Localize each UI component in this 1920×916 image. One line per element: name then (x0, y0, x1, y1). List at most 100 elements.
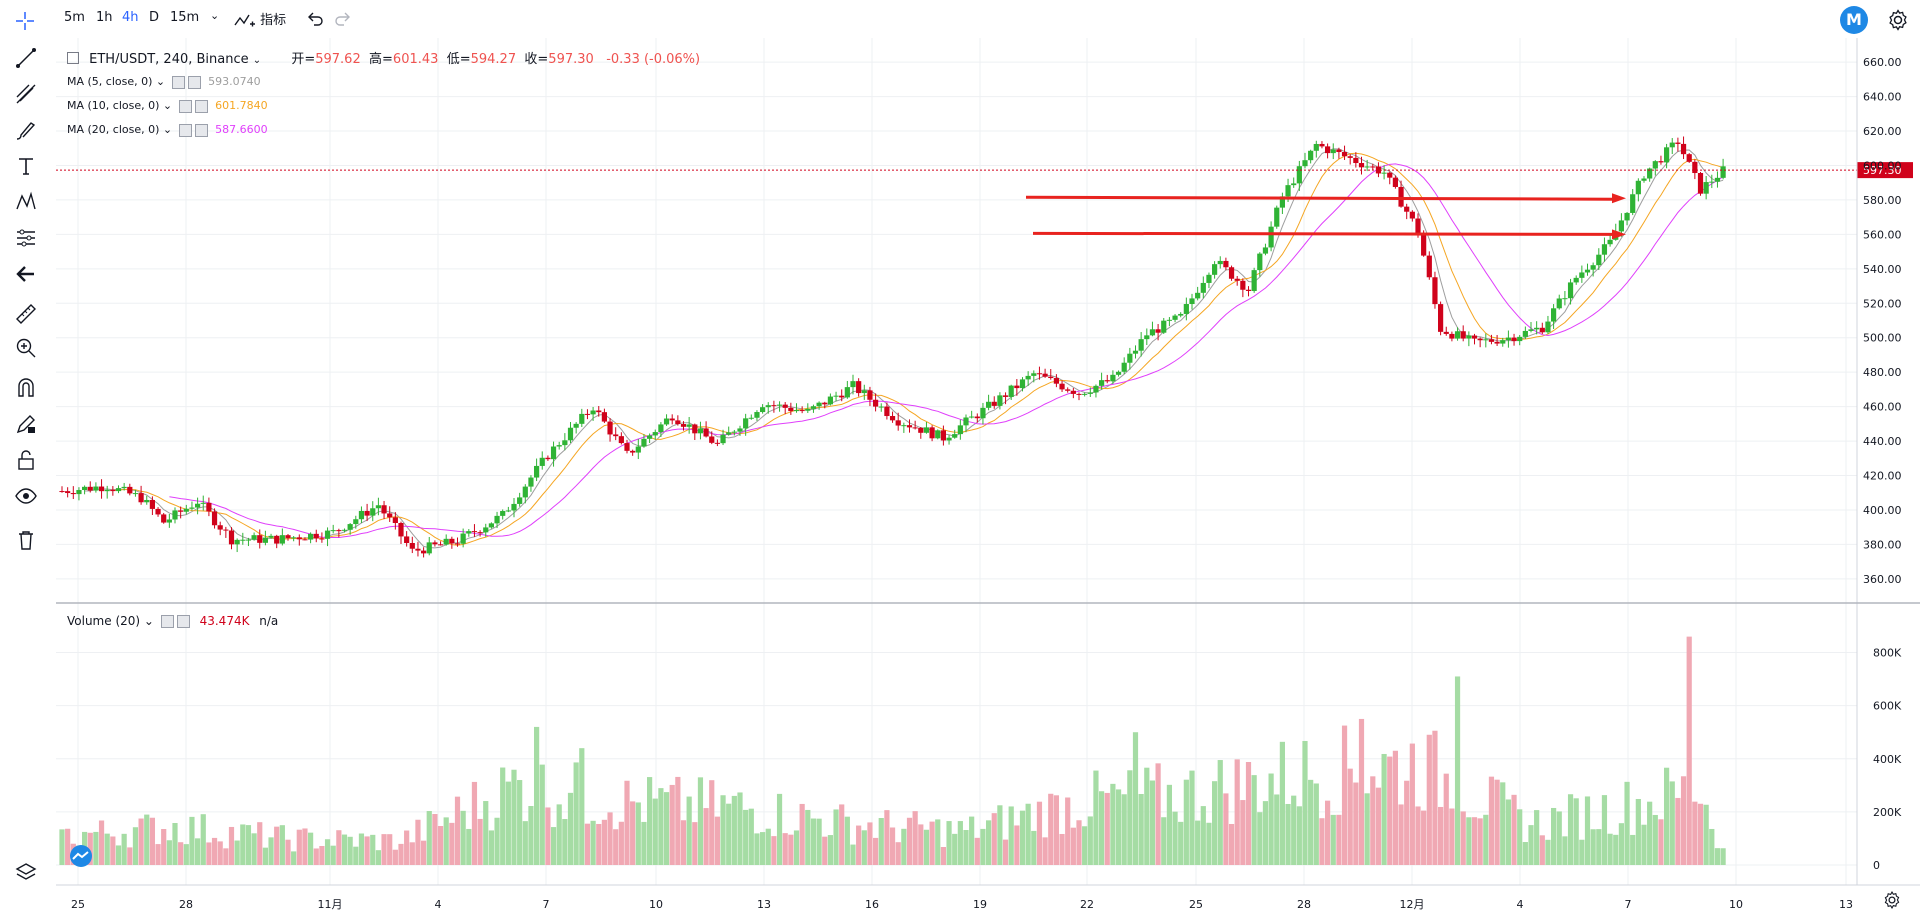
candle-up (556, 445, 562, 447)
volume-bar (1669, 781, 1675, 865)
text-tool[interactable] (12, 152, 40, 180)
ma5-remove-icon[interactable] (187, 75, 201, 89)
ma5-legend[interactable]: MA (5, close, 0) ⌄ 593.0740 (67, 75, 261, 89)
prediction-tool[interactable] (12, 224, 40, 252)
volume-bar (1692, 801, 1698, 865)
ma10-legend[interactable]: MA (10, close, 0) ⌄ 601.7840 (67, 99, 268, 113)
volume-bar (816, 818, 822, 865)
volume-bar (980, 828, 986, 865)
timeframe-4h[interactable]: 4h (122, 10, 139, 25)
visibility-tool[interactable] (12, 482, 40, 510)
ma10-settings-icon[interactable] (178, 99, 192, 113)
candle-down (296, 537, 302, 540)
chevron-down-icon[interactable]: ⌄ (210, 9, 220, 22)
ma20-settings-icon[interactable] (178, 123, 192, 137)
candle-down (1426, 255, 1432, 278)
candle-down (409, 543, 415, 549)
settings-gear-icon[interactable] (1886, 8, 1910, 32)
lock-tool[interactable] (12, 446, 40, 474)
candle-up (550, 446, 557, 460)
brush-tool[interactable] (12, 116, 40, 144)
volume-bar (285, 839, 291, 865)
cloud-logo-icon[interactable] (66, 844, 96, 868)
timeframe-1h[interactable]: 1h (96, 10, 113, 25)
timeframe-5m[interactable]: 5m (64, 10, 85, 25)
volume-bar (1127, 770, 1133, 865)
trash-icon (19, 531, 33, 550)
candle-up (279, 535, 285, 544)
measure-tool[interactable] (12, 300, 40, 328)
candle-up (1313, 143, 1319, 151)
price-tick-label: 440.00 (1863, 435, 1902, 448)
timeframe-d[interactable]: D (149, 10, 160, 25)
volume-bar (358, 833, 365, 865)
candle-down (1680, 143, 1687, 155)
candle-up (1025, 375, 1031, 380)
candle-up (1545, 321, 1551, 333)
volume-bar (1082, 826, 1088, 865)
trend-line-tool[interactable] (12, 44, 40, 72)
volume-settings-icon[interactable] (160, 615, 174, 628)
ma5-settings-icon[interactable] (171, 75, 185, 89)
zoom-tool[interactable] (12, 334, 40, 362)
candle-up (1183, 304, 1189, 314)
candle-down (1404, 206, 1410, 212)
candle-down (65, 491, 71, 494)
candle-up (240, 539, 246, 541)
redo-icon[interactable] (334, 10, 352, 28)
fib-tool[interactable] (12, 80, 40, 108)
volume-bar (1381, 753, 1387, 865)
chevron-down-icon[interactable]: ⌄ (252, 55, 262, 66)
drawing-overlays[interactable]: 597.30 (56, 162, 1913, 240)
volume-bar (274, 826, 280, 865)
crosshair-icon[interactable] (14, 10, 36, 32)
volume-bar (1132, 732, 1139, 865)
pattern-tool[interactable] (12, 188, 40, 216)
candle-up (1641, 178, 1647, 181)
volume-label: Volume (20) (67, 614, 141, 628)
volume-bar (1285, 803, 1291, 865)
magnet-tool[interactable] (12, 374, 40, 402)
indicators-button[interactable]: 指标 (234, 9, 286, 29)
volume-remove-icon[interactable] (176, 615, 190, 628)
candle-up (1279, 196, 1285, 208)
volume-bar (726, 803, 732, 865)
ma10-remove-icon[interactable] (194, 99, 208, 113)
remove-drawings-tool[interactable] (12, 526, 40, 554)
candle-up (251, 535, 257, 540)
magnet-icon (18, 378, 34, 397)
candle-down (1675, 142, 1681, 144)
volume-bar (822, 836, 828, 865)
candle-up (466, 531, 472, 534)
candle-down (98, 486, 105, 492)
candle-up (1466, 335, 1472, 339)
volume-bar (104, 833, 110, 865)
symbol-title[interactable]: ETH/USDT, 240, Binance (89, 52, 249, 67)
exchange-logo[interactable]: M (1840, 6, 1868, 34)
candle-down (613, 434, 619, 437)
object-tree-button[interactable] (12, 858, 40, 886)
volume-bar (1375, 787, 1382, 865)
volume-legend[interactable]: Volume (20) ⌄ 43.474K n/a (67, 614, 279, 628)
ma20-legend[interactable]: MA (20, close, 0) ⌄ 587.6600 (67, 123, 268, 137)
candle-up (353, 519, 359, 525)
undo-icon[interactable] (306, 10, 324, 28)
volume-bar (1551, 807, 1557, 865)
hide-toolbar-button[interactable] (12, 260, 40, 288)
volume-bar (1206, 822, 1212, 865)
ma20-remove-icon[interactable] (194, 123, 208, 137)
timeframe-15m[interactable]: 15m (170, 10, 200, 25)
volume-bar (1065, 797, 1071, 865)
chart-settings-gear-icon[interactable] (1882, 890, 1902, 910)
volume-bar (737, 792, 743, 865)
volume-bar (1042, 837, 1048, 865)
ma20-line (169, 163, 1724, 538)
volume-bar (1014, 825, 1020, 865)
volume-bar (240, 824, 246, 865)
top-toolbar: 5m 1h 4h D 15m ⌄ 指标 M (0, 0, 1920, 38)
volume-bar (234, 840, 240, 865)
stay-drawing-tool[interactable] (12, 410, 40, 438)
candle-up (1195, 292, 1201, 299)
collapse-legend-icon[interactable] (67, 52, 79, 64)
